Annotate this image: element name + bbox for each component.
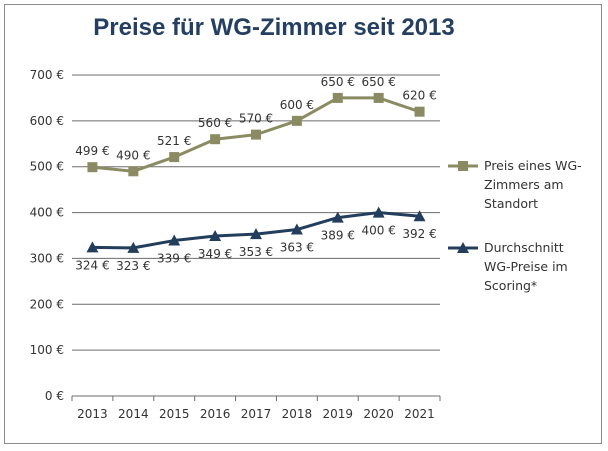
y-tick-label: 600 € [30,114,64,128]
data-label: 570 € [239,112,273,126]
y-tick-label: 500 € [30,160,64,174]
data-label: 400 € [361,224,395,238]
legend-label: Zimmers am [484,177,564,192]
legend-label: Preis eines WG- [484,158,582,173]
data-point-square [210,134,221,145]
legend-label: WG-Preise im [484,259,568,274]
legend-marker-triangle [457,242,469,253]
x-tick-label: 2016 [200,407,231,421]
y-axis: 0 € 100 € 200 € 300 € 400 € 500 € 600 € 700 € [30,68,64,403]
data-label: 600 € [280,98,314,112]
data-label: 521 € [157,134,191,148]
chart-frame [4,4,602,444]
data-label: 363 € [280,241,314,255]
legend: Preis eines WG- Zimmers am Standort Durchsc… [448,158,582,293]
data-point-square [332,92,343,103]
data-point-triangle [372,206,385,218]
y-tick-label: 0 € [45,389,64,403]
data-point-square [251,129,261,140]
legend-label: Durchschnitt [484,240,564,255]
data-point-square [414,106,425,117]
x-tick-label: 2021 [404,407,435,421]
data-label: 490 € [116,148,150,162]
data-label: 324 € [75,258,109,272]
data-label: 392 € [402,227,436,241]
data-point-square [373,92,384,103]
data-label: 620 € [402,89,436,103]
data-point-triangle [127,241,140,253]
chart-title: Preise für WG-Zimmer seit 2013 [93,14,455,41]
data-point-square [87,162,98,173]
data-label: 349 € [198,247,232,261]
y-tick-label: 700 € [30,68,64,82]
data-point-square [169,152,180,163]
x-tick-label: 2015 [159,407,190,421]
data-label: 339 € [157,252,191,266]
data-point-triangle [250,228,262,240]
legend-label: Standort [484,196,538,211]
data-point-triangle [331,211,344,223]
data-point-triangle [290,223,303,235]
data-point-triangle [209,229,222,241]
data-label: 389 € [321,229,355,243]
x-tick-label: 2013 [77,407,108,421]
y-tick-label: 200 € [30,297,64,311]
x-axis: 2013 2014 2015 2016 2017 2018 2019 2020 2021 [71,395,441,421]
data-point-triangle [86,241,99,253]
data-label: 499 € [75,144,109,158]
data-label: 650 € [361,75,395,89]
data-label: 353 € [239,245,273,259]
legend-marker-square [458,161,468,171]
x-tick-label: 2018 [282,407,313,421]
legend-label: Scoring* [484,278,537,293]
data-point-square [291,115,302,126]
series-group: 499 € 490 € 521 € 560 € 570 € 600 € 650 € 650 €… [75,75,436,273]
x-tick-label: 2019 [323,407,354,421]
y-tick-label: 100 € [30,343,64,357]
data-label: 650 € [321,75,355,89]
data-point-triangle [413,210,426,222]
x-tick-label: 2014 [118,407,149,421]
y-tick-label: 400 € [30,206,64,220]
data-label: 560 € [198,116,232,130]
data-point-square [128,166,139,177]
data-point-triangle [168,234,181,246]
x-tick-label: 2020 [363,407,394,421]
y-tick-label: 300 € [30,251,64,265]
data-label: 323 € [116,259,150,273]
x-tick-label: 2017 [241,407,272,421]
